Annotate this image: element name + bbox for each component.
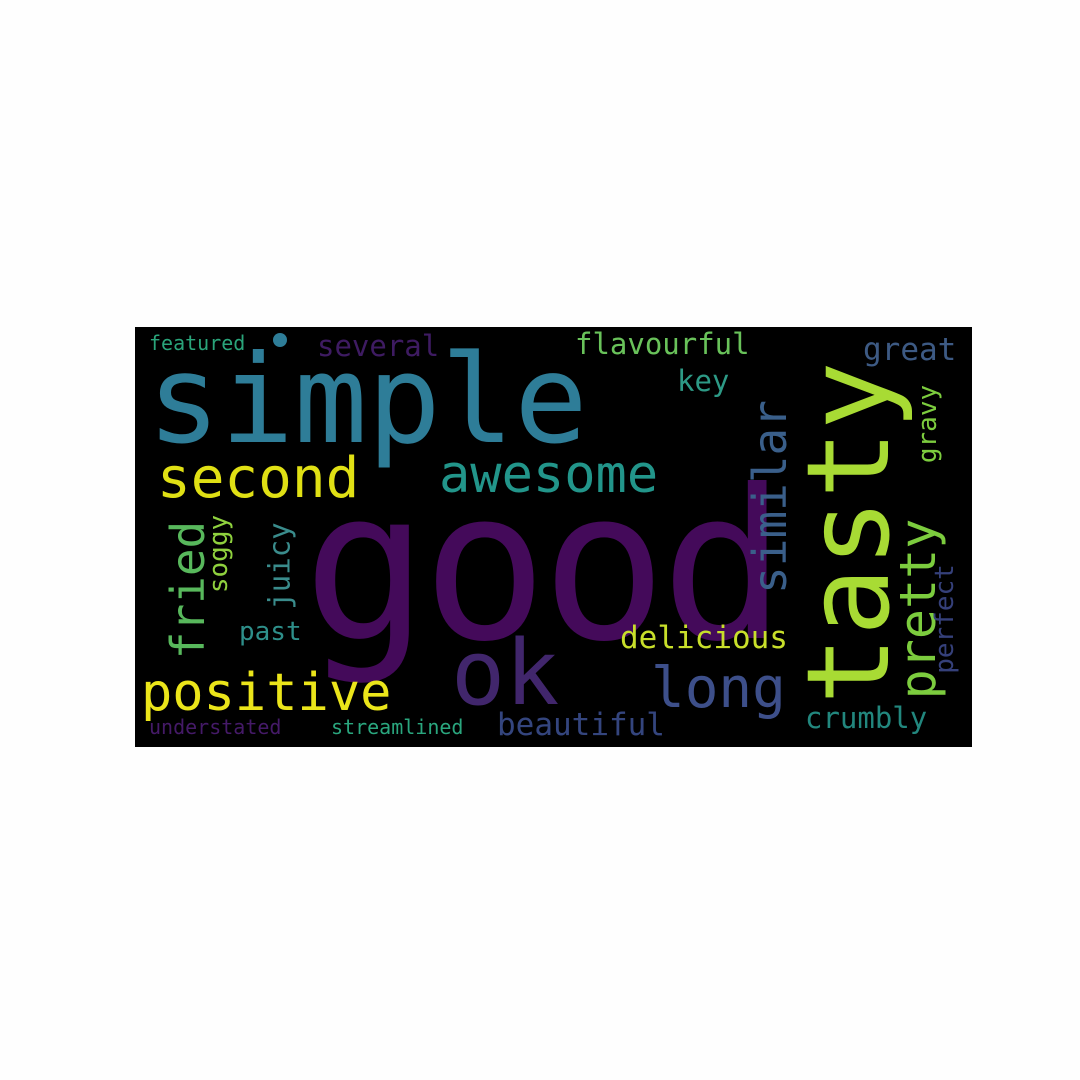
word-long: long — [651, 656, 786, 721]
word-great: great — [863, 332, 957, 368]
word-past: past — [239, 617, 302, 647]
word-simple: simple — [147, 329, 588, 471]
word-positive: positive — [141, 663, 392, 723]
word-awesome: awesome — [439, 445, 659, 505]
word-crumbly: crumbly — [805, 701, 928, 735]
word-key: key — [677, 364, 730, 398]
word-second: second — [157, 446, 360, 511]
word-streamlined: streamlined — [331, 715, 464, 739]
word-several: several — [317, 329, 440, 363]
word-perfect: perfect — [930, 564, 960, 674]
word-dot — [273, 333, 287, 347]
word-soggy: soggy — [204, 514, 234, 594]
word-good: good — [303, 446, 786, 688]
word-gravy: gravy — [913, 384, 943, 464]
word-ok: ok — [451, 621, 560, 726]
word-juicy: juicy — [262, 522, 297, 610]
word-similar: similar — [743, 400, 797, 594]
word-understated: understated — [149, 715, 282, 739]
word-delicious: delicious — [620, 620, 788, 656]
word-featured: featured — [149, 331, 246, 355]
word-cloud: simple good tasty second awesome ok posi… — [135, 327, 972, 747]
word-beautiful: beautiful — [497, 707, 665, 743]
word-flavourful: flavourful — [575, 327, 750, 361]
